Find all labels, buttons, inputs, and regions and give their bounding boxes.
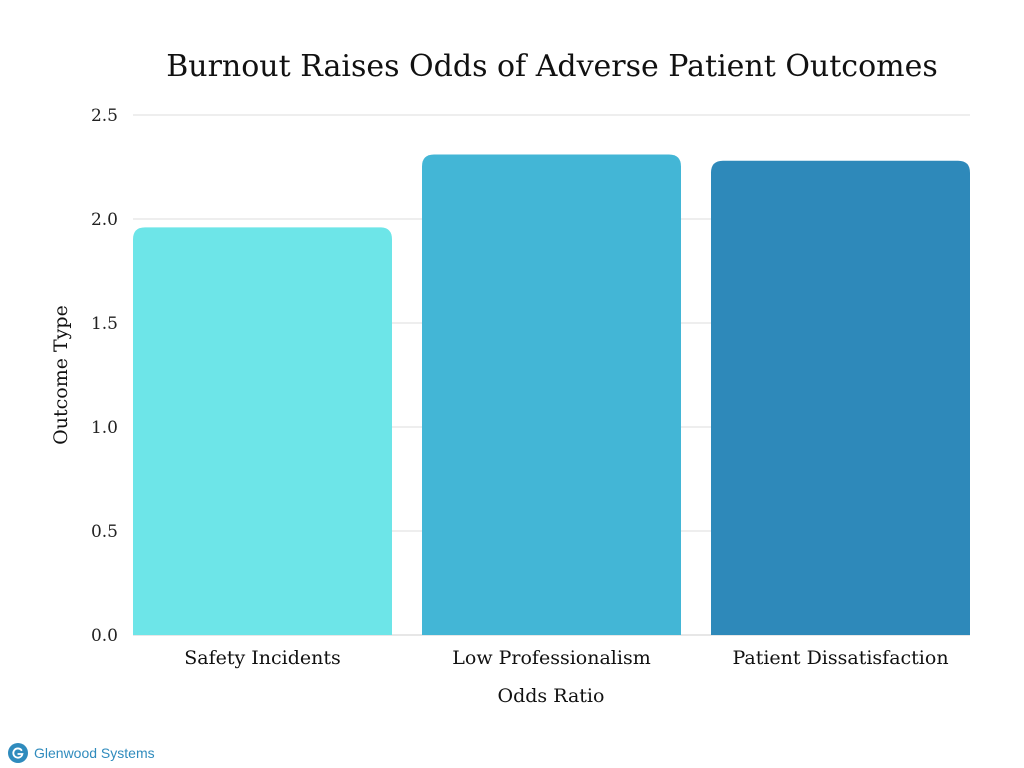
y-tick-label: 1.5 [91, 314, 118, 334]
x-tick-label: Low Professionalism [452, 647, 650, 669]
brand-logo: Glenwood Systems [8, 741, 155, 765]
bar [133, 227, 392, 635]
y-tick-label: 2.5 [91, 106, 118, 126]
x-tick-labels: Safety Incidents Low Professionalism Patie… [184, 647, 948, 669]
x-tick-label: Patient Dissatisfaction [732, 647, 948, 669]
y-tick-labels: 0.0 0.5 1.0 1.5 2.0 2.5 [91, 106, 118, 646]
brand-name: Glenwood Systems [34, 745, 155, 761]
y-tick-label: 0.5 [91, 522, 118, 542]
y-axis-label: Outcome Type [50, 305, 72, 445]
y-tick-label: 1.0 [91, 418, 118, 438]
glenwood-logo-icon [8, 743, 28, 763]
x-axis-label: Odds Ratio [498, 685, 605, 707]
bars [133, 154, 970, 635]
bar [711, 160, 970, 635]
chart-title: Burnout Raises Odds of Adverse Patient O… [166, 49, 938, 84]
bar [422, 154, 681, 635]
y-tick-label: 2.0 [91, 210, 118, 230]
x-tick-label: Safety Incidents [184, 647, 341, 669]
y-tick-label: 0.0 [91, 626, 118, 646]
